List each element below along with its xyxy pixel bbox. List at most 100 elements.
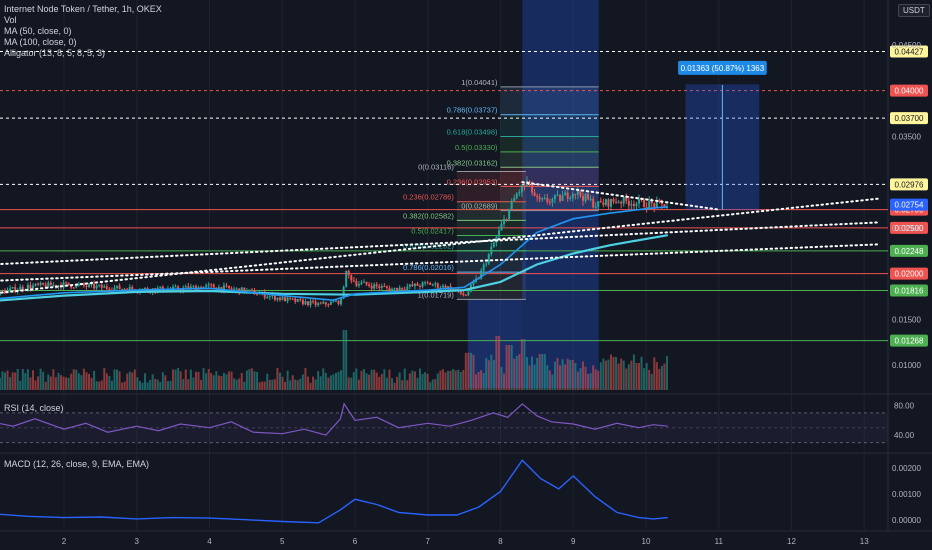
candle-body xyxy=(172,286,175,290)
volume-bar xyxy=(426,373,429,390)
volume-bar xyxy=(215,371,218,390)
candle-body xyxy=(411,284,414,287)
volume-bar xyxy=(564,364,567,390)
indicator-ma100[interactable]: MA (100, close, 0) xyxy=(4,37,77,47)
candle-body xyxy=(385,286,388,289)
volume-bar xyxy=(559,365,562,390)
candle-body xyxy=(503,218,506,224)
price-level-value: 0.03700 xyxy=(895,114,924,123)
volume-bar xyxy=(385,377,388,390)
candle-body xyxy=(44,284,47,288)
candle-body xyxy=(419,285,422,287)
volume-bar xyxy=(90,377,93,390)
volume-bar xyxy=(6,370,9,390)
candle-body xyxy=(604,199,607,205)
volume-bar xyxy=(327,377,330,390)
volume-bar xyxy=(413,371,416,390)
currency-button[interactable]: USDT xyxy=(898,4,930,17)
candle-body xyxy=(67,282,70,286)
candle-body xyxy=(85,285,88,287)
volume-bar xyxy=(179,371,182,390)
volume-bar xyxy=(72,369,75,390)
x-tick-label: 2 xyxy=(62,537,67,546)
volume-bar xyxy=(182,379,185,390)
indicator-vol[interactable]: Vol xyxy=(4,15,17,25)
candle-body xyxy=(645,207,648,209)
volume-bar xyxy=(21,368,24,390)
volume-bar xyxy=(520,339,523,390)
rsi-title[interactable]: RSI (14, close) xyxy=(4,403,64,413)
x-tick-label: 7 xyxy=(426,537,431,546)
volume-bar xyxy=(650,374,653,390)
macd-title[interactable]: MACD (12, 26, close, 9, EMA, EMA) xyxy=(4,459,150,469)
fib-upper-band xyxy=(500,167,599,187)
candle-body xyxy=(559,194,562,201)
volume-bar xyxy=(546,365,549,390)
volume-bar xyxy=(62,376,65,390)
volume-bar xyxy=(263,381,266,390)
fib-upper-band xyxy=(500,136,599,152)
price-level-value: 0.04427 xyxy=(895,48,924,57)
candle-body xyxy=(1,290,4,292)
macd-y-tick: 0.00200 xyxy=(892,464,921,473)
volume-bar xyxy=(105,373,108,390)
volume-bar xyxy=(85,372,88,390)
volume-bar xyxy=(350,377,353,390)
volume-bar xyxy=(266,373,269,390)
indicator-ma50[interactable]: MA (50, close, 0) xyxy=(4,26,72,36)
volume-bar xyxy=(513,358,516,390)
candle-body xyxy=(268,296,271,298)
volume-bar xyxy=(612,357,615,390)
volume-bar xyxy=(592,365,595,390)
volume-bar xyxy=(177,367,180,390)
volume-bar xyxy=(1,371,4,390)
volume-bar xyxy=(406,380,409,390)
volume-bar xyxy=(388,369,391,390)
volume-bar xyxy=(42,371,45,390)
volume-bar xyxy=(548,370,551,390)
candle-body xyxy=(421,282,424,287)
candle-body xyxy=(212,284,215,288)
volume-bar xyxy=(363,369,366,390)
volume-bar xyxy=(553,361,556,390)
volume-bar xyxy=(289,380,292,390)
candle-body xyxy=(609,199,612,207)
volume-bar xyxy=(301,374,304,390)
candle-body xyxy=(93,283,96,289)
volume-bar xyxy=(118,371,121,390)
volume-bar xyxy=(625,368,628,390)
volume-bar xyxy=(424,372,427,390)
candle-body xyxy=(615,201,618,203)
volume-bar xyxy=(210,373,213,390)
indicator-alligator[interactable]: Alligator (13, 8, 5, 8, 5, 3) xyxy=(4,48,106,58)
volume-bar xyxy=(44,381,47,390)
rsi-y-tick: 80.00 xyxy=(894,401,915,410)
candle-body xyxy=(492,242,495,247)
volume-bar xyxy=(261,381,264,390)
volume-bar xyxy=(217,375,220,390)
candle-body xyxy=(380,286,383,288)
price-level-value: 0.02500 xyxy=(895,224,924,233)
volume-bar xyxy=(452,369,455,390)
candle-body xyxy=(250,289,253,291)
price-level-tag xyxy=(890,45,928,58)
candle-body xyxy=(317,303,320,306)
candle-body xyxy=(393,287,396,289)
volume-bar xyxy=(332,374,335,390)
candle-body xyxy=(90,283,93,285)
candle-body xyxy=(553,195,556,199)
volume-bar xyxy=(449,370,452,390)
volume-bar xyxy=(615,357,618,390)
volume-bar xyxy=(141,382,144,390)
candle-body xyxy=(625,196,628,201)
candle-body xyxy=(655,200,658,208)
candle-body xyxy=(439,287,442,289)
volume-bar xyxy=(663,363,666,390)
volume-bar xyxy=(116,369,119,390)
long-position-label: 0.01363 (50.87%) 1363 xyxy=(681,64,765,73)
volume-bar xyxy=(345,330,348,390)
volume-bar xyxy=(492,360,495,390)
candle-body xyxy=(587,193,590,200)
candle-body xyxy=(482,264,485,271)
